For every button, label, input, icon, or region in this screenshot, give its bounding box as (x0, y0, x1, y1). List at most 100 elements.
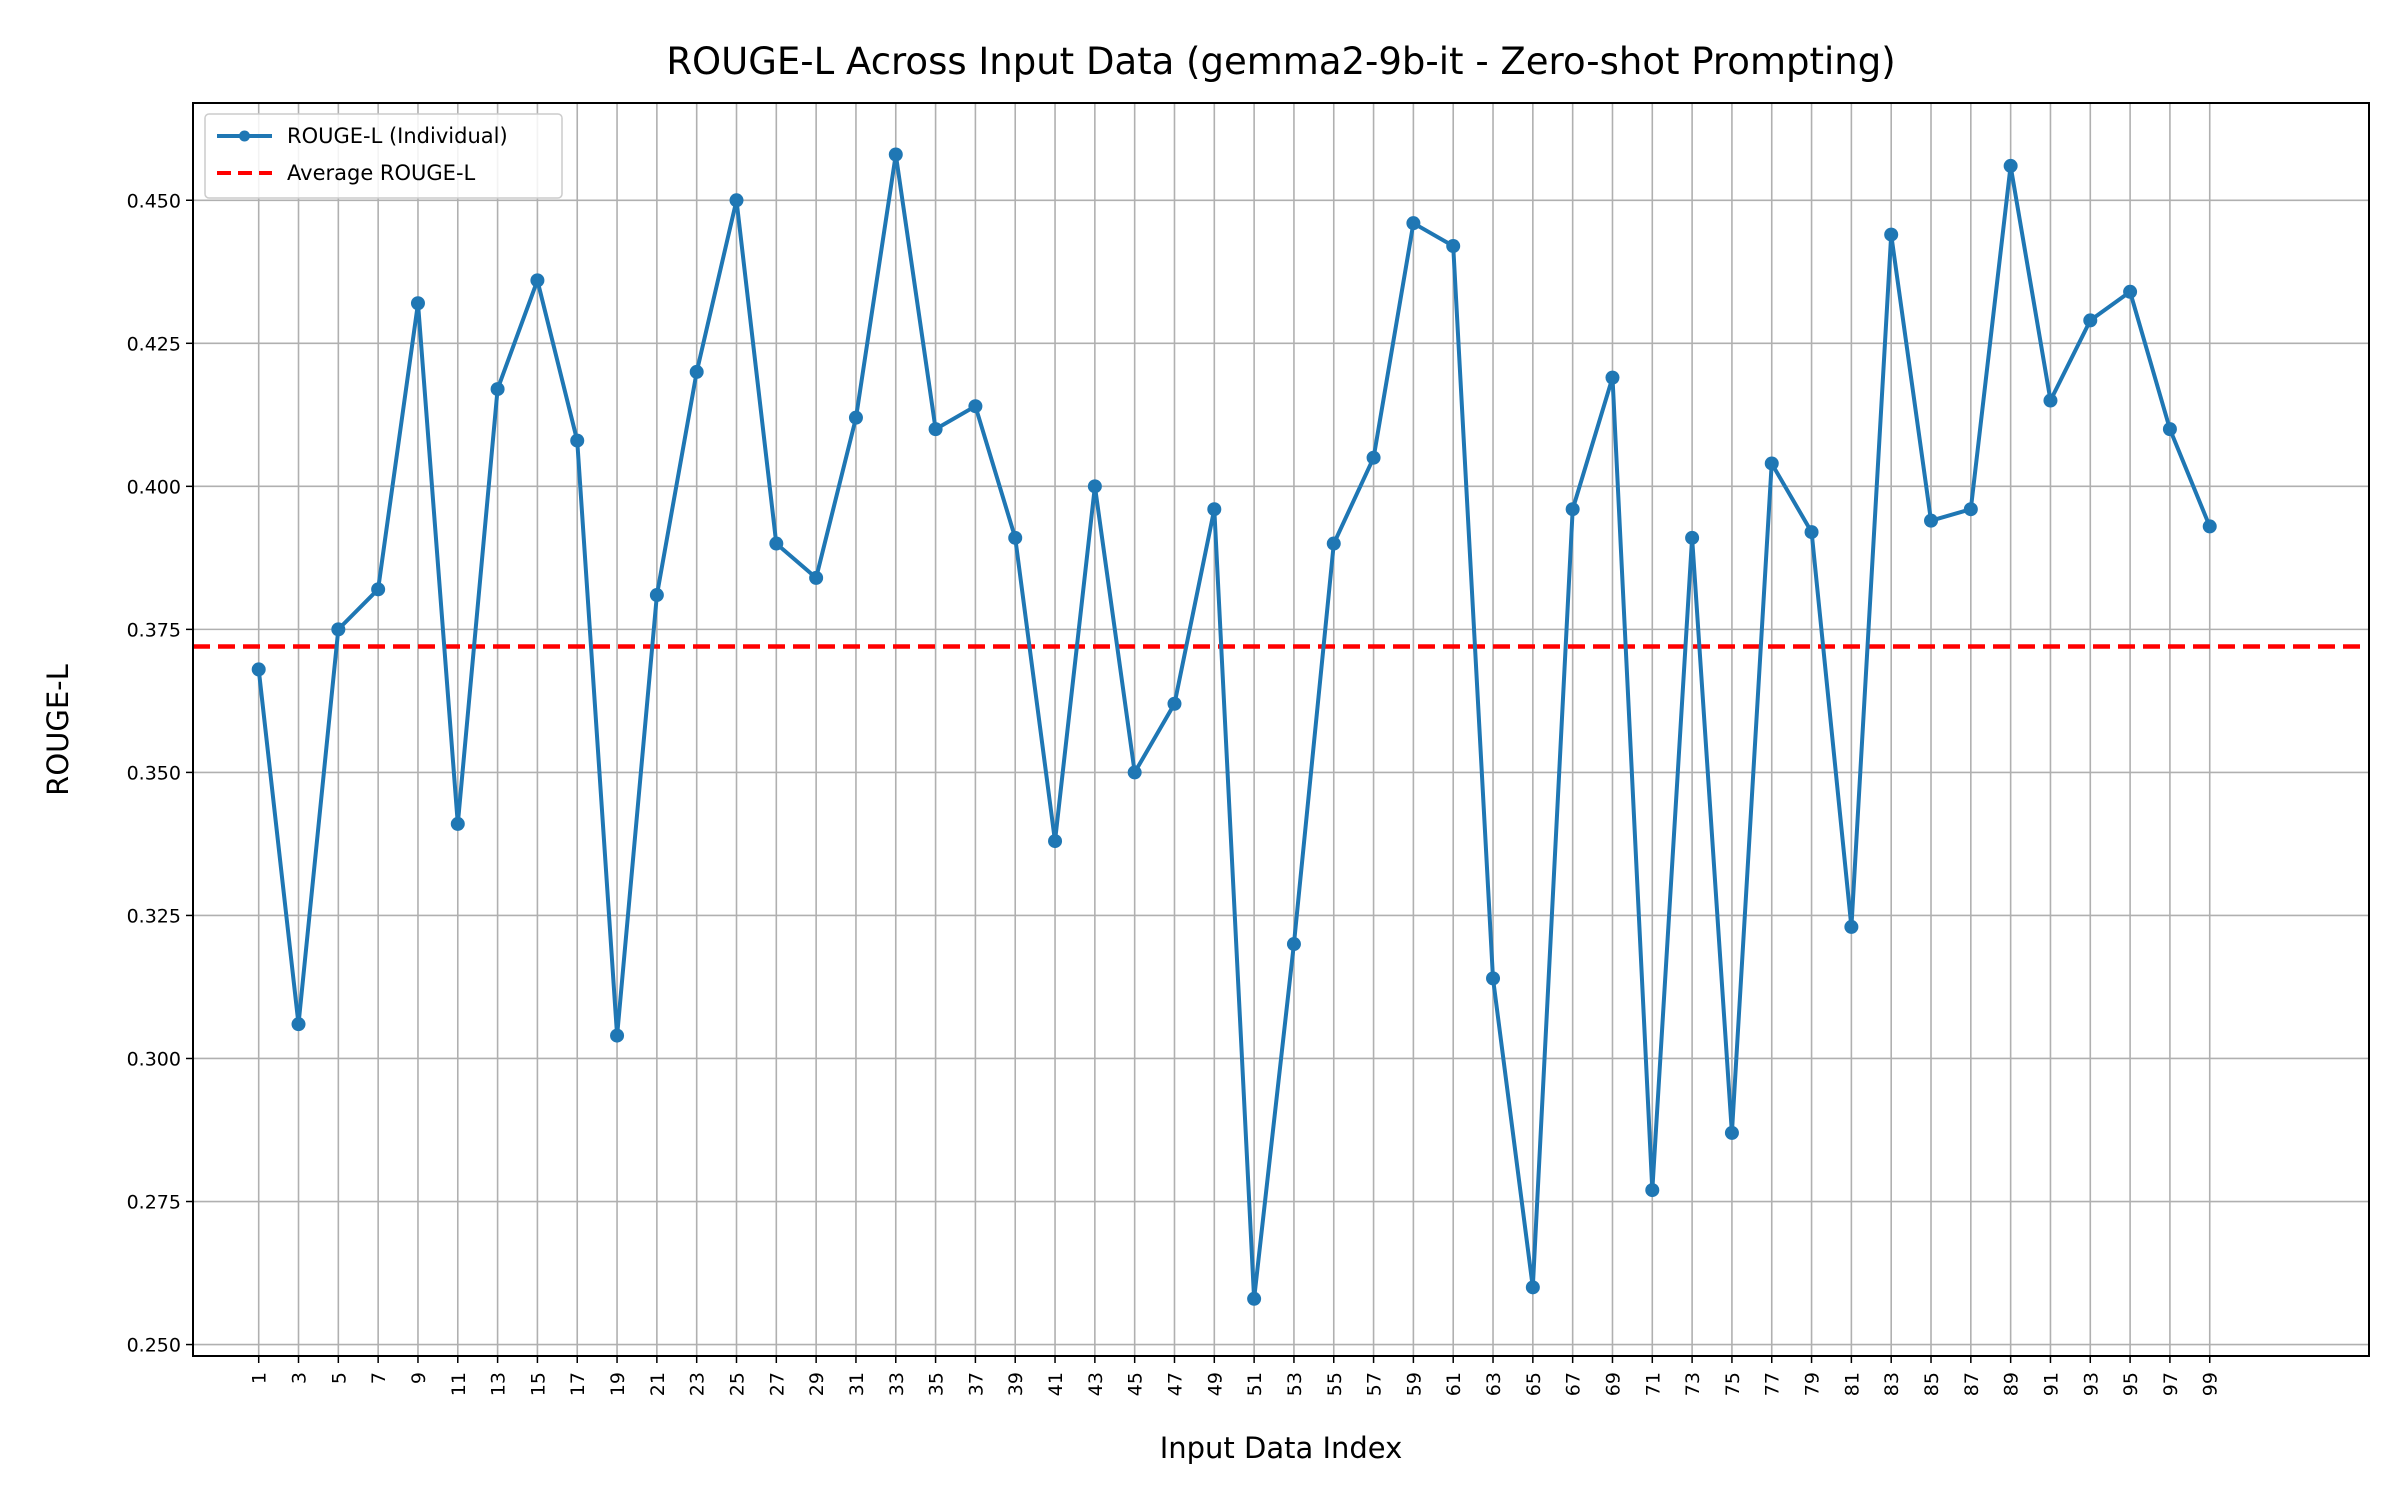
x-tick-label: 99 (2200, 1372, 2222, 1396)
y-tick-label: 0.275 (127, 1192, 181, 1214)
data-point (1685, 530, 1700, 545)
data-point (1724, 1125, 1739, 1140)
x-tick-label: 91 (2040, 1372, 2062, 1396)
x-tick-label: 45 (1125, 1372, 1147, 1396)
data-point (450, 816, 465, 831)
y-tick-label: 0.350 (127, 762, 181, 784)
x-tick-label: 55 (1324, 1372, 1346, 1396)
x-tick-label: 35 (926, 1372, 948, 1396)
y-tick-label: 0.325 (127, 905, 181, 927)
y-tick-label: 0.375 (127, 619, 181, 641)
x-tick-label: 27 (766, 1372, 788, 1396)
x-tick-label: 59 (1403, 1372, 1425, 1396)
x-tick-label: 89 (2001, 1372, 2023, 1396)
x-tick-label: 11 (448, 1372, 470, 1396)
x-tick-label: 87 (1961, 1372, 1983, 1396)
data-point (1844, 919, 1859, 934)
data-point (848, 410, 863, 425)
x-tick-label: 33 (886, 1372, 908, 1396)
data-point (1525, 1280, 1540, 1295)
y-tick-label: 0.400 (127, 476, 181, 498)
data-point (251, 662, 266, 677)
x-tick-label: 81 (1841, 1372, 1863, 1396)
x-tick-label: 7 (368, 1372, 390, 1384)
data-point (888, 147, 903, 162)
series-line-individual (256, 152, 2212, 1301)
x-tick-label: 75 (1722, 1372, 1744, 1396)
data-point (968, 399, 983, 414)
data-point (410, 296, 425, 311)
data-point (2202, 519, 2217, 534)
data-point (729, 193, 744, 208)
x-tick-label: 43 (1085, 1372, 1107, 1396)
x-tick-label: 73 (1682, 1372, 1704, 1396)
x-tick-label: 23 (687, 1372, 709, 1396)
x-tick-label: 97 (2160, 1372, 2182, 1396)
x-tick-label: 77 (1762, 1372, 1784, 1396)
chart-title: ROUGE-L Across Input Data (gemma2-9b-it … (666, 40, 1895, 83)
data-point (1087, 479, 1102, 494)
x-tick-label: 15 (527, 1372, 549, 1396)
x-tick-label: 83 (1881, 1372, 1903, 1396)
plot-frame (192, 102, 2370, 1357)
data-point (1406, 216, 1421, 231)
data-point (570, 433, 585, 448)
x-tick-label: 9 (408, 1372, 430, 1384)
x-tick-label: 47 (1164, 1372, 1186, 1396)
x-tick-label: 17 (567, 1372, 589, 1396)
data-point (769, 536, 784, 551)
grid (193, 103, 2369, 1356)
x-tick-label: 63 (1483, 1372, 1505, 1396)
x-tick-label: 51 (1244, 1372, 1266, 1396)
x-tick-label: 21 (647, 1372, 669, 1396)
x-tick-label: 65 (1523, 1372, 1545, 1396)
data-point (689, 364, 704, 379)
y-tick-label: 0.450 (127, 190, 181, 212)
x-tick-label: 61 (1443, 1372, 1465, 1396)
data-point (530, 273, 545, 288)
x-tick-label: 95 (2120, 1372, 2142, 1396)
x-tick-label: 39 (1005, 1372, 1027, 1396)
data-point (1924, 513, 1939, 528)
data-point (1645, 1183, 1660, 1198)
data-point (649, 588, 664, 603)
data-point (1486, 971, 1501, 986)
data-point (490, 382, 505, 397)
data-point (1167, 696, 1182, 711)
x-tick-label: 5 (328, 1372, 350, 1384)
data-point (809, 570, 824, 585)
data-point (1207, 502, 1222, 517)
x-tick-label: 3 (289, 1372, 311, 1384)
x-tick-label: 71 (1642, 1372, 1664, 1396)
x-tick-label: 69 (1602, 1372, 1624, 1396)
data-point (331, 622, 346, 637)
legend: ROUGE-L (Individual) Average ROUGE-L (204, 113, 563, 199)
x-tick-label: 29 (806, 1372, 828, 1396)
data-point (928, 422, 943, 437)
x-tick-label: 19 (607, 1372, 629, 1396)
x-tick-label: 93 (2080, 1372, 2102, 1396)
y-axis: 0.250 0.275 0.300 0.325 0.350 0.375 0.400 0.425… (127, 190, 193, 1357)
data-point (2043, 393, 2058, 408)
data-point (1048, 834, 1063, 849)
x-tick-label: 57 (1364, 1372, 1386, 1396)
data-point (2123, 284, 2138, 299)
data-point (1605, 370, 1620, 385)
legend-frame (204, 113, 563, 199)
x-tick-label: 67 (1563, 1372, 1585, 1396)
x-tick-label: 1 (249, 1372, 271, 1384)
y-tick-label: 0.425 (127, 333, 181, 355)
data-point (2162, 422, 2177, 437)
data-point (1963, 502, 1978, 517)
data-point (1565, 502, 1580, 517)
data-point (1127, 765, 1142, 780)
series-layer (251, 147, 2217, 1306)
x-tick-label: 79 (1802, 1372, 1824, 1396)
data-point (1764, 456, 1779, 471)
x-tick-label: 37 (965, 1372, 987, 1396)
x-tick-label: 49 (1204, 1372, 1226, 1396)
legend-marker-individual (239, 130, 250, 142)
x-axis-label: Input Data Index (1160, 1431, 1403, 1465)
